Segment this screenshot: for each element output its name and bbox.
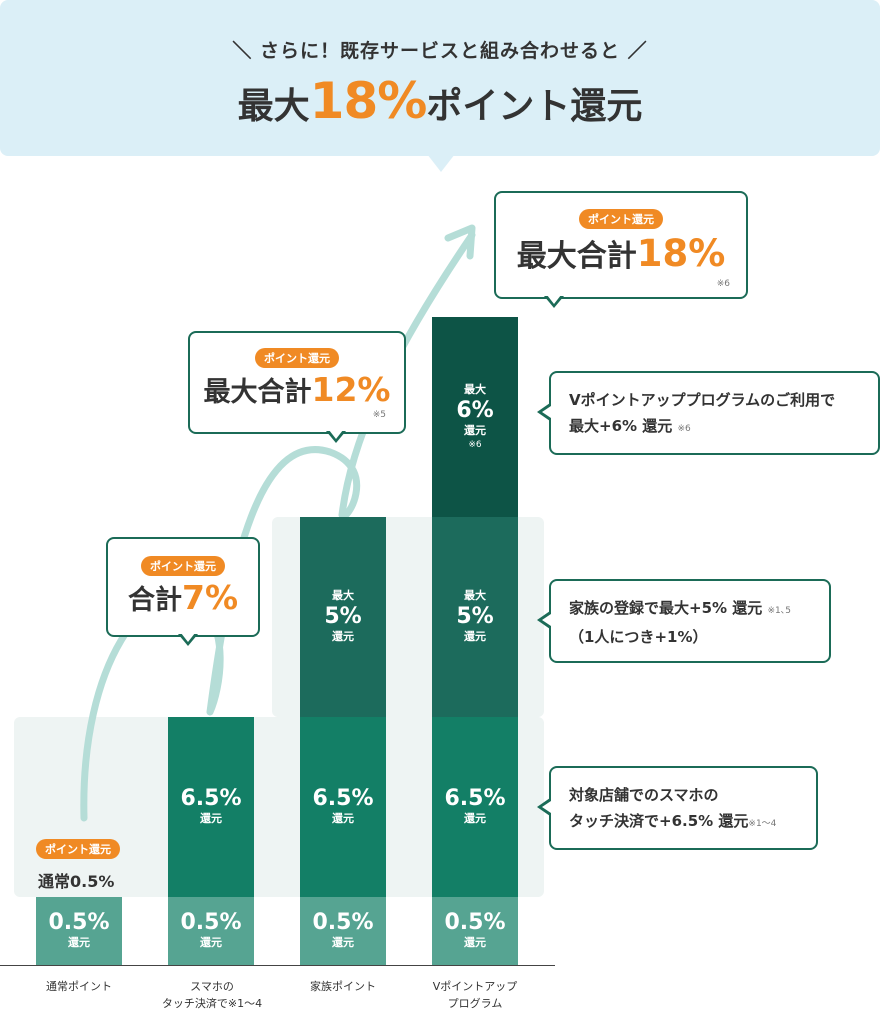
callout-total-18: ポイント還元 最大合計18% ※6 <box>494 191 748 299</box>
header-banner <box>0 0 880 156</box>
seg-kangen: 還元 <box>464 935 486 949</box>
header-headline: 最大18%ポイント還元 <box>0 72 880 130</box>
bar-2-base: 0.5% 還元 <box>168 897 254 965</box>
right-callout-line1: 対象店舗でのスマホの <box>569 786 719 804</box>
base-badge: ポイント還元 <box>36 839 120 859</box>
seg-value: 6.5% <box>180 785 242 811</box>
right-callout-line1: 家族の登録で最大+5% 還元 <box>569 599 763 617</box>
right-callout-line1-wrap: 家族の登録で最大+5% 還元 ※1､5 <box>569 595 829 624</box>
right-callout-line2: （1人につき+1%） <box>569 628 708 646</box>
callout-title-pre: 合計 <box>127 585 182 616</box>
baseline <box>0 965 555 966</box>
base-label: 通常0.5% <box>38 872 115 891</box>
right-callout-line2-wrap: 最大+6% 還元 ※6 <box>569 413 878 442</box>
headline-percent: 18% <box>309 72 428 130</box>
right-callout-tail-inner <box>542 406 551 418</box>
callout-total-7: ポイント還元 合計7% <box>106 537 260 637</box>
callout-total-12: ポイント還元 最大合計12% ※5 <box>188 331 406 434</box>
seg-max: 最大 <box>332 589 354 603</box>
callout-note: ※6 <box>716 279 730 289</box>
x-label-4: Vポイントアップ プログラム <box>412 978 538 1012</box>
callout-title-pre: 最大合計 <box>516 239 637 274</box>
right-callout-line1: Vポイントアッププログラムのご利用で <box>569 391 836 409</box>
seg-value: 0.5% <box>444 909 506 935</box>
callout-tail-inner <box>329 430 343 439</box>
callout-note: ※5 <box>372 410 386 420</box>
seg-value: 6.5% <box>444 785 506 811</box>
bar-3-base: 0.5% 還元 <box>300 897 386 965</box>
bar-4-base: 0.5% 還元 <box>432 897 518 965</box>
x-label-line2: プログラム <box>447 997 503 1010</box>
callout-title-pre: 最大合計 <box>203 377 312 408</box>
right-callout-line2: タッチ決済で+6.5% 還元 <box>569 812 749 830</box>
bar-1-base: 0.5% 還元 <box>36 897 122 965</box>
right-callout-line2-wrap: タッチ決済で+6.5% 還元※1〜4 <box>569 808 816 837</box>
seg-kangen: 還元 <box>332 935 354 949</box>
callout-tail-inner <box>547 295 561 304</box>
x-label-line2: タッチ決済で※1〜4 <box>161 997 263 1010</box>
bar-4-family: 最大 5% 還元 <box>432 517 518 717</box>
header-subtitle: ＼ さらに！既存サービスと組み合わせると ／ <box>232 40 648 62</box>
seg-max: 最大 <box>464 383 486 397</box>
right-callout-note: ※1､5 <box>767 606 792 616</box>
seg-kangen: 還元 <box>332 811 354 825</box>
bar-3-family: 最大 5% 還元 <box>300 517 386 717</box>
seg-kangen: 還元 <box>464 811 486 825</box>
right-callout-note: ※6 <box>677 424 691 434</box>
right-callout-touch: 対象店舗でのスマホの タッチ決済で+6.5% 還元※1〜4 <box>549 766 818 850</box>
right-callout-tail-inner <box>542 614 551 626</box>
x-label-2: スマホの タッチ決済で※1〜4 <box>142 978 282 1012</box>
right-callout-line2: 最大+6% 還元 <box>569 417 673 435</box>
seg-value: 6% <box>456 397 494 423</box>
seg-value: 5% <box>456 603 494 629</box>
seg-value: 5% <box>324 603 362 629</box>
seg-max: 最大 <box>464 589 486 603</box>
seg-kangen: 還元 <box>464 630 486 644</box>
bar-4-vpoint: 最大 6% 還元 ※6 <box>432 317 518 517</box>
callout-badge: ポイント還元 <box>255 348 339 368</box>
seg-note: ※6 <box>468 440 482 451</box>
headline-post: ポイント還元 <box>426 86 643 127</box>
header-pointer <box>427 154 455 172</box>
bar-4-touch: 6.5% 還元 <box>432 717 518 897</box>
bar-2-touch: 6.5% 還元 <box>168 717 254 897</box>
seg-kangen: 還元 <box>200 811 222 825</box>
seg-kangen: 還元 <box>68 935 90 949</box>
callout-title: 最大合計12% <box>190 370 404 409</box>
callout-title-pct: 12% <box>311 370 391 409</box>
bar-3-touch: 6.5% 還元 <box>300 717 386 897</box>
callout-tail-inner <box>181 633 195 642</box>
x-label-line1: 家族ポイント <box>310 980 376 993</box>
seg-kangen: 還元 <box>332 630 354 644</box>
callout-badge: ポイント還元 <box>141 556 225 576</box>
seg-value: 0.5% <box>180 909 242 935</box>
callout-title: 合計7% <box>108 578 258 617</box>
callout-badge: ポイント還元 <box>579 209 663 229</box>
x-label-line1: 通常ポイント <box>46 980 112 993</box>
seg-kangen: 還元 <box>200 935 222 949</box>
x-label-1: 通常ポイント <box>20 978 138 995</box>
right-callout-family: 家族の登録で最大+5% 還元 ※1､5 （1人につき+1%） <box>549 579 831 663</box>
right-callout-note: ※1〜4 <box>748 819 777 829</box>
seg-value: 0.5% <box>312 909 374 935</box>
callout-title-pct: 18% <box>636 232 726 275</box>
x-label-line1: スマホの <box>190 980 234 993</box>
right-callout-tail-inner <box>542 801 551 813</box>
right-callout-vpoint: Vポイントアッププログラムのご利用で 最大+6% 還元 ※6 <box>549 371 880 455</box>
headline-pre: 最大 <box>237 86 310 127</box>
seg-value: 6.5% <box>312 785 374 811</box>
callout-title: 最大合計18% <box>496 231 746 275</box>
callout-title-pct: 7% <box>181 578 239 617</box>
seg-kangen: 還元 <box>464 423 486 437</box>
x-label-line1: Vポイントアップ <box>432 980 518 993</box>
seg-value: 0.5% <box>48 909 110 935</box>
x-label-3: 家族ポイント <box>283 978 403 995</box>
